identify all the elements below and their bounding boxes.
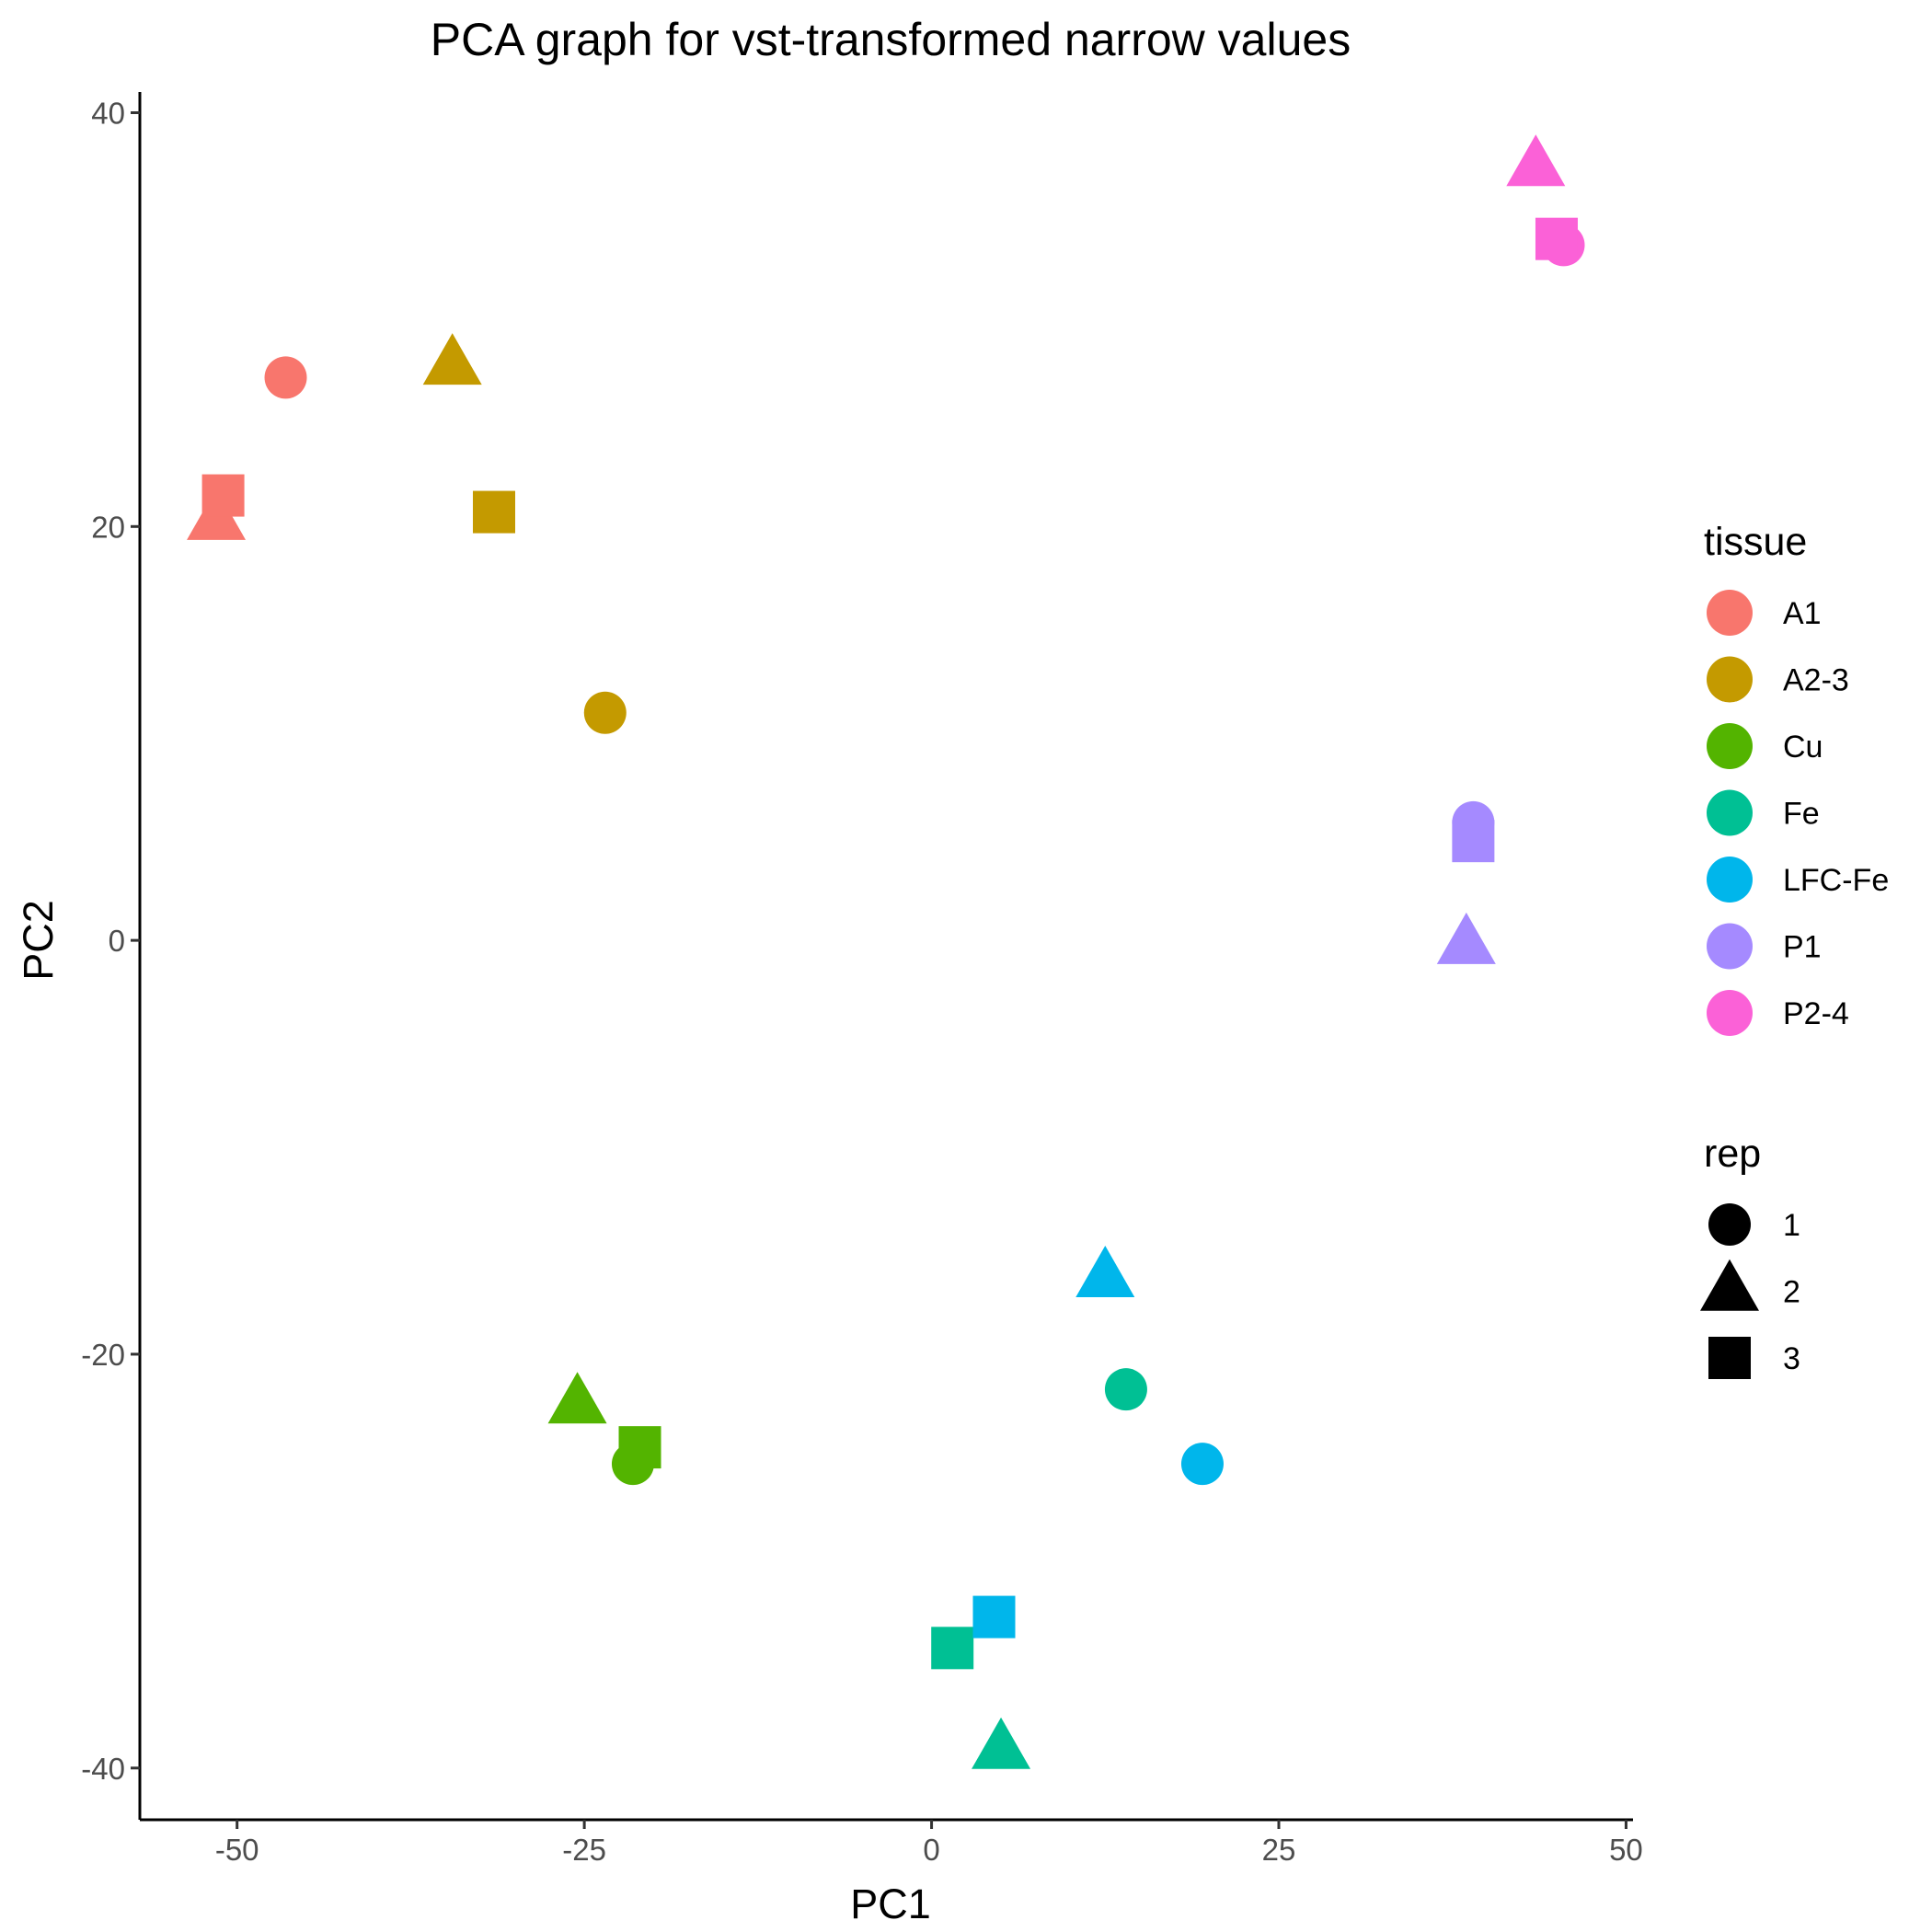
data-point: [583, 691, 627, 734]
x-tick-label: 25: [1262, 1833, 1296, 1867]
legend-rep-key: [1708, 1337, 1751, 1379]
data-point: [1506, 134, 1566, 187]
y-tick-label: -40: [81, 1752, 125, 1786]
legend-tissue-key: [1707, 656, 1753, 703]
x-axis-title: PC1: [850, 1880, 931, 1927]
chart-title: PCA graph for vst-transformed narrow val…: [431, 14, 1351, 65]
legend-tissue-entries: A1 A2-3 Cu Fe LFC-Fe P1 P2-4: [1707, 590, 1889, 1036]
legend-tissue-label: Cu: [1783, 730, 1823, 765]
x-tick-label: -50: [215, 1833, 259, 1867]
points-layer: [187, 134, 1585, 1769]
data-point: [618, 1426, 661, 1469]
legend-rep-label: 3: [1783, 1341, 1800, 1376]
legend-rep-key: [1700, 1259, 1759, 1311]
legend-rep-key: [1708, 1203, 1751, 1246]
data-point: [1452, 820, 1495, 863]
legend-tissue-label: A2-3: [1783, 663, 1849, 698]
data-point: [264, 356, 307, 399]
data-point: [972, 1595, 1016, 1639]
legend-tissue-key: [1707, 990, 1753, 1036]
legend-tissue-label: P2-4: [1783, 996, 1849, 1031]
legend-tissue-key: [1707, 857, 1753, 903]
legend-rep-label: 2: [1783, 1275, 1800, 1310]
legend-rep-title: rep: [1704, 1132, 1761, 1176]
legend-tissue-key: [1707, 789, 1753, 836]
axes: -50 -25 0 25 50 -40 -20 0 20 40: [81, 92, 1643, 1867]
legend-tissue-label: A1: [1783, 596, 1822, 631]
data-point: [201, 474, 245, 517]
x-tick-label: 50: [1609, 1833, 1643, 1867]
data-point: [472, 490, 515, 534]
legend-tissue-title: tissue: [1704, 520, 1807, 564]
data-point: [972, 1717, 1031, 1769]
legend-rep-label: 1: [1783, 1208, 1800, 1243]
legend-tissue-label: LFC-Fe: [1783, 863, 1889, 898]
data-point: [1104, 1368, 1147, 1411]
legend-tissue-key: [1707, 590, 1753, 636]
legend-tissue-key: [1707, 923, 1753, 970]
data-point: [1075, 1246, 1135, 1298]
legend-tissue-label: Fe: [1783, 797, 1820, 832]
data-point: [1180, 1443, 1224, 1486]
data-point: [422, 333, 482, 385]
legend-tissue-label: P1: [1783, 930, 1822, 965]
y-tick-label: 40: [91, 96, 125, 130]
legend-rep-entries: 1 2 3: [1700, 1203, 1800, 1379]
data-point: [1535, 217, 1578, 260]
x-tick-label: 0: [923, 1833, 939, 1867]
data-point: [1436, 912, 1496, 964]
data-point: [547, 1372, 607, 1424]
legend: tissue A1 A2-3 Cu Fe LFC-Fe P1 P2-4 rep 1 2 3: [1700, 520, 1889, 1379]
y-axis-title: PC2: [15, 900, 62, 981]
x-tick-label: -25: [562, 1833, 606, 1867]
y-tick-label: 0: [109, 924, 125, 958]
y-tick-label: -20: [81, 1338, 125, 1372]
data-point: [931, 1627, 974, 1670]
legend-tissue-key: [1707, 723, 1753, 769]
y-tick-label: 20: [91, 510, 125, 544]
